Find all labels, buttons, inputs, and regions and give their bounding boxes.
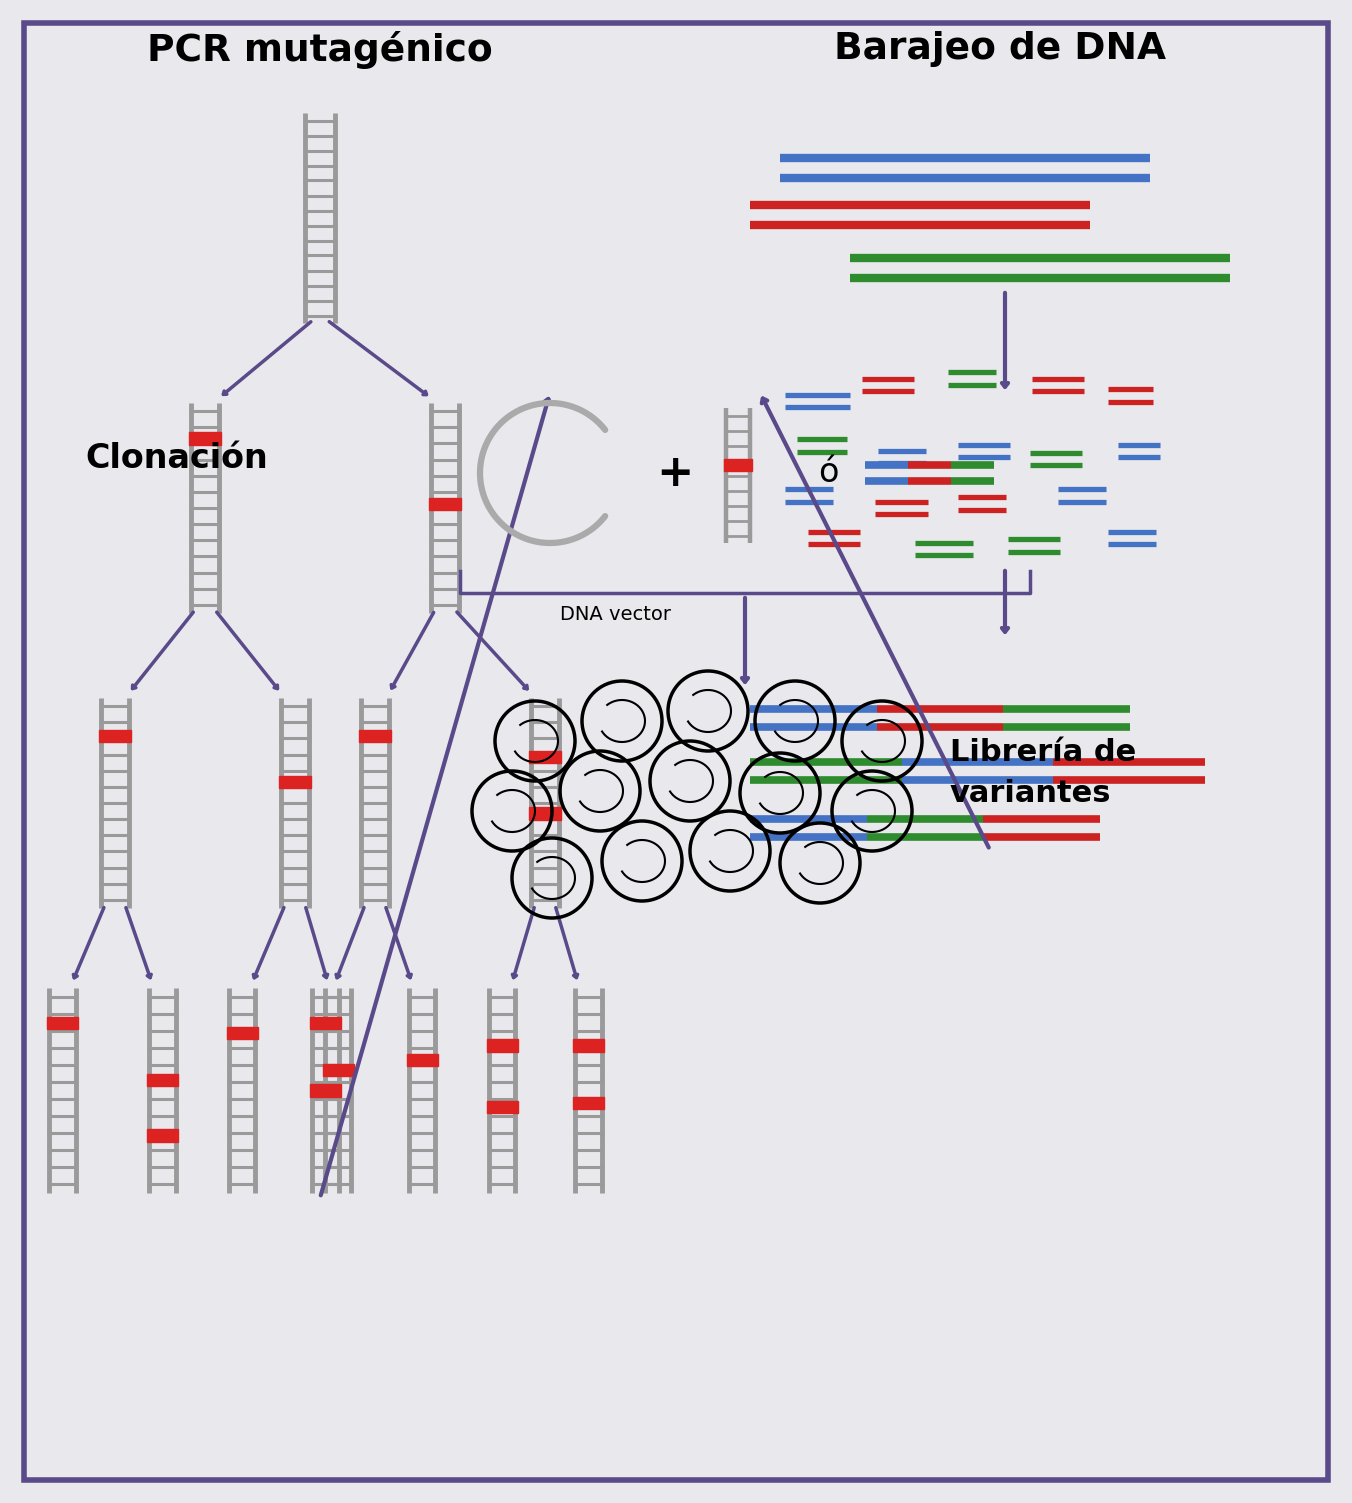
Bar <box>99 729 131 742</box>
Text: DNA vector: DNA vector <box>560 606 671 624</box>
Bar <box>529 750 561 764</box>
Bar <box>725 458 752 470</box>
Text: Librería de
variantes: Librería de variantes <box>950 738 1136 807</box>
Text: ó: ó <box>818 457 838 490</box>
Bar <box>487 1100 518 1114</box>
Bar <box>146 1129 177 1142</box>
Bar <box>572 1097 603 1109</box>
Bar <box>572 1039 603 1052</box>
Bar <box>146 1075 177 1087</box>
Text: +: + <box>656 451 694 494</box>
Bar <box>279 776 311 788</box>
Bar <box>529 807 561 819</box>
Bar <box>323 1064 353 1076</box>
Bar <box>429 497 461 510</box>
Text: Clonación: Clonación <box>85 442 268 475</box>
Text: Barajeo de DNA: Barajeo de DNA <box>834 32 1165 68</box>
Bar <box>310 1084 341 1097</box>
Text: PCR mutagénico: PCR mutagénico <box>147 32 493 69</box>
Bar <box>407 1054 438 1066</box>
Bar <box>46 1016 77 1030</box>
Bar <box>310 1016 341 1030</box>
Bar <box>487 1039 518 1052</box>
Bar <box>227 1027 257 1039</box>
Bar <box>189 433 220 445</box>
Bar <box>360 729 391 742</box>
